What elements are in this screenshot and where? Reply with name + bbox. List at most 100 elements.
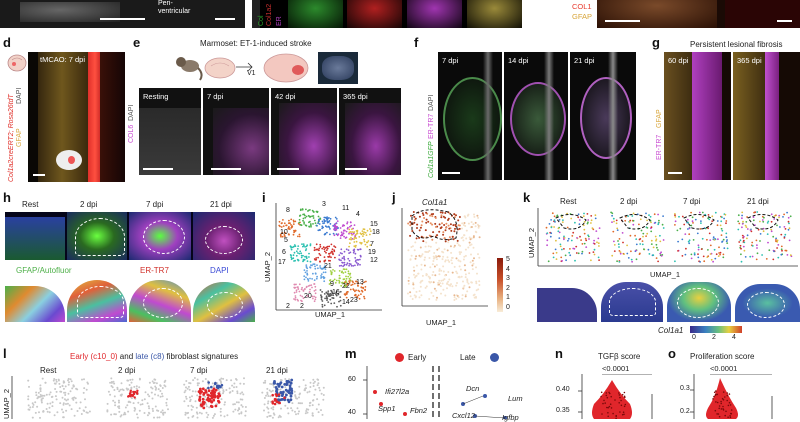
panel-n-ytick-0: 0.40 [556, 386, 570, 393]
cluster-label: 2 [286, 303, 290, 310]
panel-k-ylabel: UMAP_2 [527, 227, 536, 258]
panel-o-pvalue: <0.0001 [710, 364, 738, 373]
panel-m-plot [363, 366, 507, 419]
panel-j-umap [401, 208, 488, 307]
panel-e-tp-2: 42 dpi [275, 92, 296, 101]
panel-i-xlabel: UMAP_1 [315, 310, 346, 319]
v1-brain-icon [262, 52, 310, 89]
panel-g-365dpi [733, 52, 800, 180]
panel-e-365dpi [339, 88, 401, 175]
cluster-label: 11 [342, 205, 349, 212]
cluster-label: 6 [282, 249, 286, 256]
panel-h-tp-0: Rest [22, 200, 39, 209]
cluster-label: 18 [372, 229, 380, 236]
panel-h-tp-1: 2 dpi [80, 200, 98, 209]
panel-e-label-dapi: DAPI [128, 104, 135, 121]
cluster-label: 3 [322, 201, 326, 208]
gene-dcn: Dcn [466, 384, 480, 393]
cluster-label: 19 [368, 249, 376, 256]
cluster-label: 4 [356, 211, 360, 218]
panel-k-spatial [537, 282, 800, 322]
legend-ertr7: ER-TR7 [140, 266, 169, 275]
gene-ifi27l2a: Ifi27l2a [385, 387, 410, 396]
panel-l-tp-1: 2 dpi [118, 366, 136, 375]
panel-l-umaps [11, 376, 325, 419]
cluster-label: 12 [370, 257, 378, 264]
panel-e-42dpi [271, 88, 337, 175]
panel-g-label-gfap: GFAP [656, 109, 663, 128]
panel-k-colorbar [690, 326, 742, 333]
panel-letter-m: m [345, 346, 357, 361]
gene-lum: Lum [508, 394, 523, 403]
gene-igfbp: Igfbp [502, 413, 519, 422]
panel-m-ytick-40: 40 [348, 409, 356, 416]
panel-j-colorbar-ticks: 5 4 3 2 1 0 [506, 256, 510, 311]
cluster-label: 21 [324, 263, 332, 270]
panel-k-gene: Col1a1 [658, 326, 684, 335]
marmoset-icon [172, 52, 204, 87]
panel-h-tp-3: 21 dpi [210, 200, 232, 209]
cluster-label: 2 [300, 303, 304, 310]
cluster-label: 9 [330, 281, 334, 288]
cluster-label: 7 [370, 241, 374, 248]
periventricular-label: Peri- ventricular [158, 0, 191, 15]
panel-k-tp-3: 21 dpi [747, 197, 769, 206]
panel-n-title: TGFβ score [598, 352, 641, 361]
panel-n-ytick-1: 0.35 [556, 407, 570, 414]
panel-o-title: Proliferation score [690, 352, 755, 361]
panel-letter-k: k [523, 190, 531, 205]
panel-letter-i: i [262, 190, 266, 205]
panel-e-tp-1: 7 dpi [207, 92, 224, 101]
cluster-label: 23 [350, 297, 358, 304]
panel-l-ylabel: UMAP_2 [2, 388, 11, 419]
panel-k-tp-0: Rest [560, 197, 577, 206]
panel-f-tp-2: 21 dpi [574, 56, 595, 65]
panel-o-ytick-1: 0.2 [680, 408, 690, 415]
cluster-label: 20 [304, 293, 312, 300]
legend-late-dot [490, 353, 499, 362]
panel-k-tp-2: 7 dpi [683, 197, 701, 206]
panel-letter-h: h [3, 190, 11, 205]
panel-g-label-ertr7: ER-TR7 [656, 134, 663, 160]
panel-e-tp-0: Resting [143, 92, 169, 101]
cluster-label: 17 [278, 259, 286, 266]
cluster-label: 16 [332, 289, 340, 296]
cluster-label: 22 [342, 283, 350, 290]
panel-l-tp-3: 21 dpi [266, 366, 288, 375]
panel-j-gene: Col1a1 [422, 198, 448, 207]
panel-f-tp-1: 14 dpi [508, 56, 529, 65]
panel-n-violin [578, 374, 653, 419]
panel-g-tp-0: 60 dpi [668, 56, 689, 65]
cluster-label: 14 [342, 299, 350, 306]
brain-diagram-icon [6, 52, 28, 79]
panel-h-spatial-strip [5, 280, 255, 322]
cluster-label: 5 [284, 237, 288, 244]
panel-f-label-dapi: DAPI [428, 94, 435, 111]
panel-f-21dpi [570, 52, 636, 180]
panel-e-tp-3: 365 dpi [343, 92, 368, 101]
legend-late: Late [460, 353, 476, 362]
panel-letter-e: e [133, 35, 141, 50]
panel-f-7dpi [438, 52, 502, 180]
panel-h-tp-2: 7 dpi [146, 200, 164, 209]
legend-early: Early [408, 353, 427, 362]
panel-m-ytick-60: 60 [348, 376, 356, 383]
panel-e-title: Marmoset: ET-1-induced stroke [200, 39, 312, 48]
gene-spp1: Spp1 [378, 404, 396, 413]
panel-f-label-ertr7: ER-TR7 [428, 113, 435, 139]
arrow-icon [236, 60, 256, 78]
panel-j-xlabel: UMAP_1 [426, 318, 457, 327]
panel-e-label-col6: COL6 [128, 124, 135, 143]
top-strip-channels [252, 0, 522, 28]
legend-dapi: DAPI [210, 266, 229, 275]
marmoset-section-image [318, 52, 358, 84]
panel-h-fluor-strip [5, 212, 255, 260]
panel-o-violin [690, 374, 773, 419]
panel-d-title: tMCAO: 7 dpi [40, 55, 86, 64]
panel-l-tp-2: 7 dpi [190, 366, 208, 375]
panel-e-7dpi [203, 88, 269, 175]
panel-d-label-gfap: GFAP [16, 128, 23, 147]
scale-bar [100, 18, 145, 20]
top-strip-right [597, 0, 800, 28]
